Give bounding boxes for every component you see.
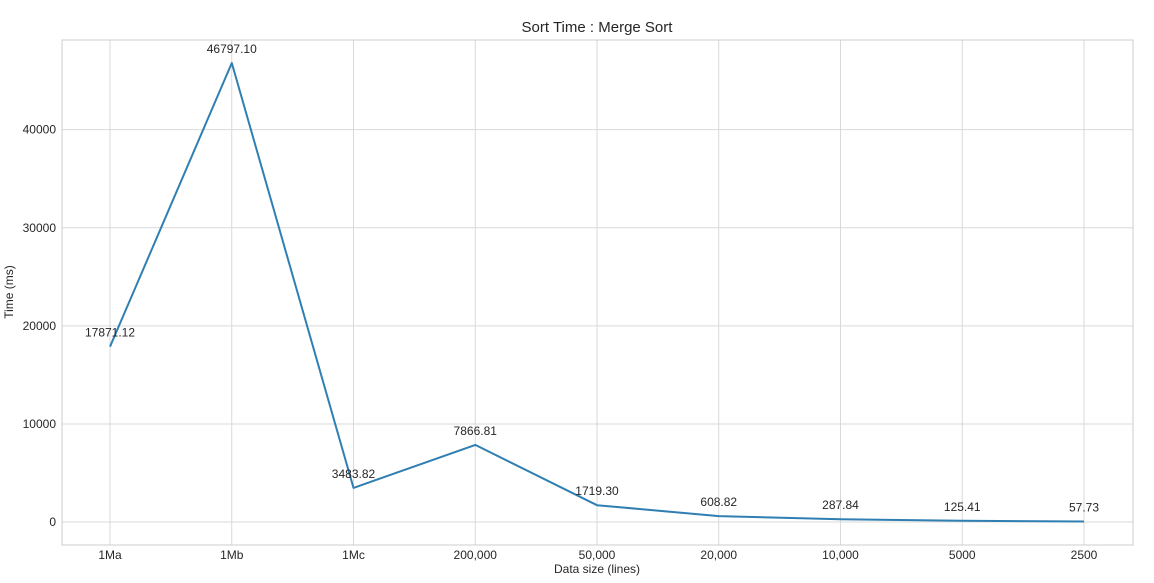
x-tick-label: 2500	[1071, 548, 1098, 562]
x-tick-label: 5000	[949, 548, 976, 562]
data-label: 287.84	[822, 498, 859, 512]
y-tick-label: 0	[49, 515, 56, 529]
data-label: 57.73	[1069, 500, 1099, 514]
y-tick-label: 40000	[23, 123, 57, 137]
x-tick-label: 1Mb	[220, 548, 244, 562]
data-label: 3483.82	[332, 467, 376, 481]
y-tick-label: 30000	[23, 221, 57, 235]
data-labels: 17871.12 46797.10 3483.82 7866.81 1719.30 608…	[85, 42, 1099, 514]
data-label: 608.82	[700, 495, 737, 509]
y-axis-label: Time (ms)	[2, 265, 16, 319]
data-label: 7866.81	[454, 424, 498, 438]
data-label: 125.41	[944, 500, 981, 514]
x-tick-label: 200,000	[454, 548, 498, 562]
data-label: 17871.12	[85, 326, 135, 340]
x-tick-label: 10,000	[822, 548, 859, 562]
y-tick-label: 10000	[23, 417, 57, 431]
x-tick-label: 50,000	[579, 548, 616, 562]
series	[109, 62, 1085, 523]
x-tick-label: 20,000	[700, 548, 737, 562]
y-tick-label: 20000	[23, 319, 57, 333]
grid	[62, 40, 1133, 545]
data-label: 46797.10	[207, 42, 257, 56]
series-line	[109, 62, 1085, 523]
x-tick-labels: 1Ma 1Mb 1Mc 200,000 50,000 20,000 10,000 5000 25…	[98, 548, 1097, 562]
plot-frame	[61, 39, 1134, 546]
y-tick-labels: 0 10000 20000 30000 40000	[23, 123, 57, 529]
data-label: 1719.30	[575, 484, 619, 498]
x-tick-label: 1Mc	[342, 548, 365, 562]
x-axis-label: Data size (lines)	[554, 562, 640, 576]
x-tick-label: 1Ma	[98, 548, 122, 562]
chart-title: Sort Time : Merge Sort	[522, 19, 674, 36]
